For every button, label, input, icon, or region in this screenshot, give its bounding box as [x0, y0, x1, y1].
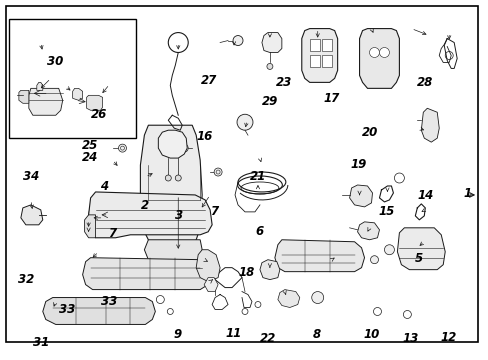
Text: 20: 20	[361, 126, 378, 139]
Polygon shape	[357, 222, 379, 240]
Text: 29: 29	[261, 95, 277, 108]
Text: 7: 7	[108, 227, 116, 240]
Text: 16: 16	[196, 130, 212, 143]
Text: 5: 5	[414, 252, 422, 265]
Bar	[309, 55, 319, 67]
Text: 26: 26	[91, 108, 107, 121]
Text: 31: 31	[33, 336, 49, 348]
Polygon shape	[421, 108, 438, 142]
Text: 9: 9	[173, 328, 181, 341]
Circle shape	[384, 245, 394, 255]
Text: 21: 21	[249, 170, 266, 183]
Circle shape	[180, 144, 188, 152]
Text: 14: 14	[417, 189, 433, 202]
Text: 33: 33	[101, 295, 117, 308]
Text: 32: 32	[18, 273, 34, 286]
Text: 4: 4	[100, 180, 108, 193]
Text: 18: 18	[238, 266, 255, 279]
Polygon shape	[277, 289, 299, 307]
Polygon shape	[196, 250, 220, 282]
Polygon shape	[262, 32, 281, 53]
Text: 13: 13	[402, 332, 418, 345]
Text: 6: 6	[255, 225, 263, 238]
Polygon shape	[88, 200, 118, 230]
Circle shape	[214, 168, 222, 176]
Polygon shape	[158, 130, 187, 158]
Polygon shape	[260, 260, 279, 280]
Text: 8: 8	[312, 328, 320, 341]
Text: 22: 22	[259, 332, 275, 345]
Text: 2: 2	[141, 199, 149, 212]
Text: 25: 25	[81, 139, 98, 152]
Text: 17: 17	[323, 92, 339, 105]
Circle shape	[237, 114, 252, 130]
Circle shape	[118, 144, 126, 152]
Bar	[321, 55, 331, 67]
Polygon shape	[73, 88, 82, 100]
Bar	[321, 39, 331, 50]
Polygon shape	[84, 215, 95, 238]
Circle shape	[233, 36, 243, 45]
Polygon shape	[21, 205, 42, 225]
Text: 24: 24	[81, 151, 98, 164]
Circle shape	[266, 63, 272, 69]
Text: 11: 11	[225, 327, 242, 340]
Text: 33: 33	[59, 303, 75, 316]
Text: 12: 12	[440, 330, 456, 343]
Circle shape	[175, 175, 181, 181]
Polygon shape	[397, 228, 444, 270]
Polygon shape	[349, 185, 372, 207]
Text: 28: 28	[416, 76, 432, 89]
Text: 10: 10	[363, 328, 380, 341]
Text: 34: 34	[23, 170, 39, 183]
Polygon shape	[140, 125, 202, 252]
Text: 7: 7	[210, 205, 218, 218]
Circle shape	[370, 256, 378, 264]
Text: 30: 30	[47, 55, 63, 68]
Circle shape	[369, 48, 379, 58]
Polygon shape	[301, 28, 337, 82]
Polygon shape	[42, 298, 155, 324]
Polygon shape	[359, 28, 399, 88]
Polygon shape	[274, 240, 364, 272]
Text: 3: 3	[174, 209, 183, 222]
Polygon shape	[82, 258, 210, 289]
Text: 15: 15	[378, 205, 394, 218]
Polygon shape	[37, 82, 42, 90]
Bar	[9, 19, 136, 138]
Circle shape	[165, 175, 171, 181]
Polygon shape	[86, 95, 102, 110]
Polygon shape	[203, 278, 218, 292]
Text: 19: 19	[350, 158, 366, 171]
Polygon shape	[29, 88, 62, 115]
Text: 27: 27	[201, 74, 217, 87]
Bar	[309, 39, 319, 50]
Text: 1: 1	[463, 187, 471, 200]
Polygon shape	[88, 192, 212, 238]
Text: 23: 23	[276, 76, 292, 89]
Circle shape	[379, 48, 388, 58]
Polygon shape	[144, 240, 202, 265]
Circle shape	[311, 292, 323, 303]
Polygon shape	[19, 90, 29, 103]
